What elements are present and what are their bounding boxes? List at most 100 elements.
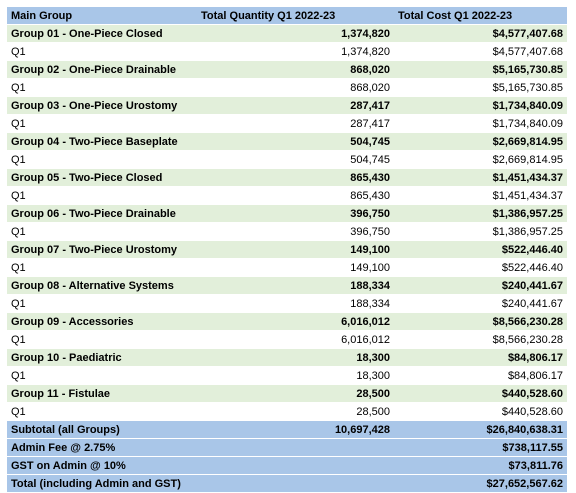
quarter-row: Q1 868,020 $5,165,730.85 xyxy=(7,78,567,97)
total-cost-cell[interactable]: $26,840,638.31 xyxy=(394,420,567,439)
quarter-label-cell[interactable]: Q1 xyxy=(7,114,197,133)
quarter-row: Q1 287,417 $1,734,840.09 xyxy=(7,114,567,133)
quarter-quantity-cell[interactable]: 1,374,820 xyxy=(197,42,394,61)
quarter-label-cell[interactable]: Q1 xyxy=(7,330,197,349)
header-row: Main Group Total Quantity Q1 2022-23 Tot… xyxy=(7,7,567,25)
quarter-quantity-cell[interactable]: 28,500 xyxy=(197,402,394,421)
group-cost-cell[interactable]: $1,386,957.25 xyxy=(394,204,567,223)
quarter-cost-cell[interactable]: $240,441.67 xyxy=(394,294,567,313)
group-name-cell[interactable]: Group 11 - Fistulae xyxy=(7,384,197,403)
total-row: Subtotal (all Groups) 10,697,428 $26,840,6… xyxy=(7,420,567,439)
total-cost-cell[interactable]: $738,117.55 xyxy=(394,438,567,457)
group-row: Group 10 - Paediatric 18,300 $84,806.17 xyxy=(7,348,567,367)
quarter-label-cell[interactable]: Q1 xyxy=(7,150,197,169)
group-name-cell[interactable]: Group 05 - Two-Piece Closed xyxy=(7,168,197,187)
quarter-quantity-cell[interactable]: 6,016,012 xyxy=(197,330,394,349)
quarter-cost-cell[interactable]: $1,734,840.09 xyxy=(394,114,567,133)
group-cost-cell[interactable]: $5,165,730.85 xyxy=(394,60,567,79)
quarter-quantity-cell[interactable]: 868,020 xyxy=(197,78,394,97)
quarter-row: Q1 6,016,012 $8,566,230.28 xyxy=(7,330,567,349)
group-cost-cell[interactable]: $4,577,407.68 xyxy=(394,24,567,43)
quarter-quantity-cell[interactable]: 287,417 xyxy=(197,114,394,133)
group-quantity-cell[interactable]: 6,016,012 xyxy=(197,312,394,331)
quarter-label-cell[interactable]: Q1 xyxy=(7,186,197,205)
table-body: Group 01 - One-Piece Closed 1,374,820 $4,5… xyxy=(7,24,567,421)
group-cost-cell[interactable]: $522,446.40 xyxy=(394,240,567,259)
group-row: Group 02 - One-Piece Drainable 868,020 $5,… xyxy=(7,60,567,79)
total-quantity-cell[interactable] xyxy=(197,474,394,493)
group-quantity-cell[interactable]: 868,020 xyxy=(197,60,394,79)
header-total-cost[interactable]: Total Cost Q1 2022-23 xyxy=(394,7,567,25)
group-cost-cell[interactable]: $84,806.17 xyxy=(394,348,567,367)
quarter-label-cell[interactable]: Q1 xyxy=(7,78,197,97)
total-row: Total (including Admin and GST) $27,652,5… xyxy=(7,474,567,493)
total-label-cell[interactable]: Total (including Admin and GST) xyxy=(7,474,197,493)
group-name-cell[interactable]: Group 02 - One-Piece Drainable xyxy=(7,60,197,79)
quarter-label-cell[interactable]: Q1 xyxy=(7,258,197,277)
cost-table: Main Group Total Quantity Q1 2022-23 Tot… xyxy=(7,7,567,493)
group-quantity-cell[interactable]: 504,745 xyxy=(197,132,394,151)
quarter-row: Q1 149,100 $522,446.40 xyxy=(7,258,567,277)
group-name-cell[interactable]: Group 03 - One-Piece Urostomy xyxy=(7,96,197,115)
header-main-group[interactable]: Main Group xyxy=(7,7,197,25)
quarter-label-cell[interactable]: Q1 xyxy=(7,294,197,313)
group-name-cell[interactable]: Group 09 - Accessories xyxy=(7,312,197,331)
group-row: Group 04 - Two-Piece Baseplate 504,745 $2,… xyxy=(7,132,567,151)
group-quantity-cell[interactable]: 1,374,820 xyxy=(197,24,394,43)
quarter-quantity-cell[interactable]: 188,334 xyxy=(197,294,394,313)
quarter-cost-cell[interactable]: $2,669,814.95 xyxy=(394,150,567,169)
quarter-cost-cell[interactable]: $84,806.17 xyxy=(394,366,567,385)
quarter-cost-cell[interactable]: $4,577,407.68 xyxy=(394,42,567,61)
group-quantity-cell[interactable]: 18,300 xyxy=(197,348,394,367)
group-cost-cell[interactable]: $1,734,840.09 xyxy=(394,96,567,115)
quarter-label-cell[interactable]: Q1 xyxy=(7,42,197,61)
group-quantity-cell[interactable]: 149,100 xyxy=(197,240,394,259)
quarter-label-cell[interactable]: Q1 xyxy=(7,402,197,421)
group-name-cell[interactable]: Group 07 - Two-Piece Urostomy xyxy=(7,240,197,259)
group-name-cell[interactable]: Group 01 - One-Piece Closed xyxy=(7,24,197,43)
total-label-cell[interactable]: Subtotal (all Groups) xyxy=(7,420,197,439)
quarter-quantity-cell[interactable]: 396,750 xyxy=(197,222,394,241)
group-row: Group 11 - Fistulae 28,500 $440,528.60 xyxy=(7,384,567,403)
quarter-cost-cell[interactable]: $1,386,957.25 xyxy=(394,222,567,241)
quarter-row: Q1 1,374,820 $4,577,407.68 xyxy=(7,42,567,61)
group-name-cell[interactable]: Group 04 - Two-Piece Baseplate xyxy=(7,132,197,151)
group-row: Group 06 - Two-Piece Drainable 396,750 $1,… xyxy=(7,204,567,223)
quarter-quantity-cell[interactable]: 504,745 xyxy=(197,150,394,169)
quarter-quantity-cell[interactable]: 149,100 xyxy=(197,258,394,277)
total-label-cell[interactable]: GST on Admin @ 10% xyxy=(7,456,197,475)
group-row: Group 03 - One-Piece Urostomy 287,417 $1,7… xyxy=(7,96,567,115)
quarter-quantity-cell[interactable]: 18,300 xyxy=(197,366,394,385)
group-cost-cell[interactable]: $240,441.67 xyxy=(394,276,567,295)
quarter-quantity-cell[interactable]: 865,430 xyxy=(197,186,394,205)
header-total-quantity[interactable]: Total Quantity Q1 2022-23 xyxy=(197,7,394,25)
group-row: Group 07 - Two-Piece Urostomy 149,100 $522… xyxy=(7,240,567,259)
total-cost-cell[interactable]: $73,811.76 xyxy=(394,456,567,475)
group-quantity-cell[interactable]: 396,750 xyxy=(197,204,394,223)
quarter-row: Q1 865,430 $1,451,434.37 xyxy=(7,186,567,205)
group-quantity-cell[interactable]: 28,500 xyxy=(197,384,394,403)
quarter-cost-cell[interactable]: $440,528.60 xyxy=(394,402,567,421)
quarter-row: Q1 396,750 $1,386,957.25 xyxy=(7,222,567,241)
total-quantity-cell[interactable] xyxy=(197,438,394,457)
quarter-cost-cell[interactable]: $522,446.40 xyxy=(394,258,567,277)
total-quantity-cell[interactable] xyxy=(197,456,394,475)
group-name-cell[interactable]: Group 10 - Paediatric xyxy=(7,348,197,367)
group-name-cell[interactable]: Group 06 - Two-Piece Drainable xyxy=(7,204,197,223)
total-cost-cell[interactable]: $27,652,567.62 xyxy=(394,474,567,493)
group-cost-cell[interactable]: $1,451,434.37 xyxy=(394,168,567,187)
quarter-label-cell[interactable]: Q1 xyxy=(7,366,197,385)
quarter-cost-cell[interactable]: $5,165,730.85 xyxy=(394,78,567,97)
group-cost-cell[interactable]: $2,669,814.95 xyxy=(394,132,567,151)
quarter-cost-cell[interactable]: $1,451,434.37 xyxy=(394,186,567,205)
total-label-cell[interactable]: Admin Fee @ 2.75% xyxy=(7,438,197,457)
group-name-cell[interactable]: Group 08 - Alternative Systems xyxy=(7,276,197,295)
group-cost-cell[interactable]: $440,528.60 xyxy=(394,384,567,403)
group-quantity-cell[interactable]: 865,430 xyxy=(197,168,394,187)
quarter-cost-cell[interactable]: $8,566,230.28 xyxy=(394,330,567,349)
total-quantity-cell[interactable]: 10,697,428 xyxy=(197,420,394,439)
quarter-label-cell[interactable]: Q1 xyxy=(7,222,197,241)
group-cost-cell[interactable]: $8,566,230.28 xyxy=(394,312,567,331)
group-quantity-cell[interactable]: 287,417 xyxy=(197,96,394,115)
group-quantity-cell[interactable]: 188,334 xyxy=(197,276,394,295)
